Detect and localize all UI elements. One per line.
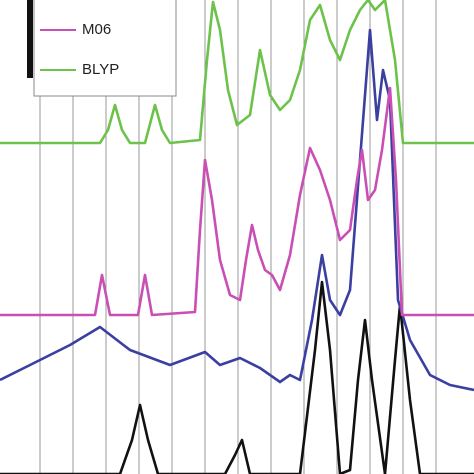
- legend-label: M06: [82, 21, 111, 38]
- series-line: [0, 86, 474, 317]
- series-line: [0, 28, 474, 392]
- legend-marker: [27, 0, 33, 78]
- series-line: [0, 0, 474, 145]
- series-line: [0, 280, 474, 474]
- legend-label: BLYP: [82, 61, 119, 78]
- legend: M06 BLYP: [27, 0, 177, 97]
- legend-box: [33, 0, 177, 97]
